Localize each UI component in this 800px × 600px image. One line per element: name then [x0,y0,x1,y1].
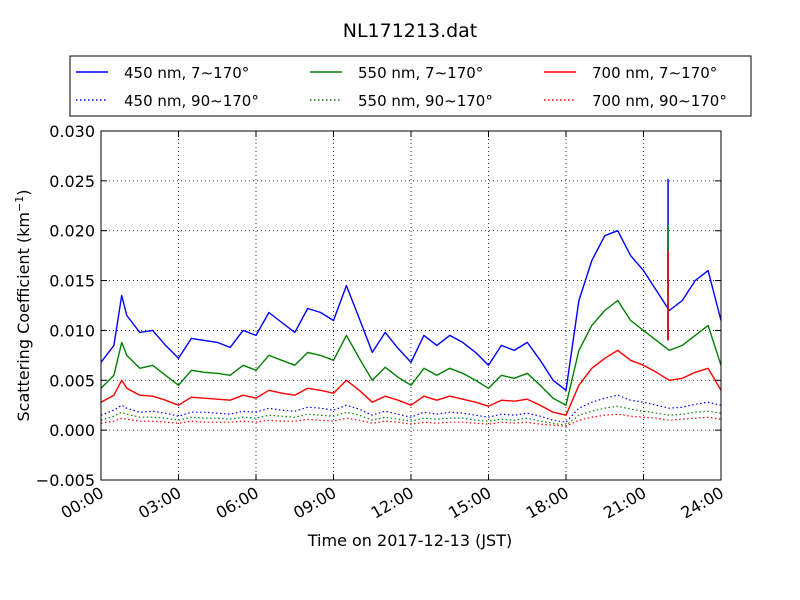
series-line-6 [100,413,722,427]
series-line-3 [100,349,722,416]
axis-ticks: 00:00 03:00 06:00 09:00 12:00 15:00 18:00 21:00… [36,122,727,523]
series-line-1 [100,229,722,391]
legend-label-1: 450 nm, 7∼170° [124,64,249,82]
chart-title: NL171213.dat [343,20,478,42]
y-tick-label: 0.005 [49,371,95,390]
legend-label-4: 450 nm, 90∼170° [124,92,259,110]
y-axis-label-close: ) [14,190,33,196]
x-tick-label: 21:00 [600,483,649,523]
y-axis-label: Scattering Coefficient (km−1) [13,190,33,422]
legend-label-3: 700 nm, 7∼170° [592,64,717,82]
y-tick-label: 0.010 [49,321,95,340]
legend: 450 nm, 7∼170° 450 nm, 90∼170° 550 nm, 7∼1… [76,64,727,110]
x-tick-label: 18:00 [523,483,572,523]
plot-lines [100,178,722,427]
y-tick-label: 0.015 [49,272,95,291]
x-axis-label: Time on 2017-12-13 (JST) [307,531,512,550]
y-axis-label-sup: −1 [13,196,26,212]
series-line-4 [100,394,722,423]
series-line-2 [100,299,722,406]
y-tick-label: 0.030 [49,122,95,141]
y-axis-label-main: Scattering Coefficient (km [14,212,33,422]
x-tick-label: 12:00 [368,483,417,523]
y-tick-label: 0.000 [49,421,95,440]
legend-label-5: 550 nm, 90∼170° [358,92,493,110]
y-tick-label: −0.005 [36,471,95,490]
x-tick-label: 06:00 [213,483,262,523]
legend-label-6: 700 nm, 90∼170° [592,92,727,110]
legend-label-2: 550 nm, 7∼170° [358,64,483,82]
x-tick-label: 09:00 [290,483,339,523]
grid [101,131,721,480]
y-tick-label: 0.025 [49,172,95,191]
legend-box [69,55,752,117]
x-tick-label: 24:00 [678,483,727,523]
y-tick-label: 0.020 [49,222,95,241]
x-tick-label: 03:00 [135,483,184,523]
x-tick-label: 15:00 [445,483,494,523]
